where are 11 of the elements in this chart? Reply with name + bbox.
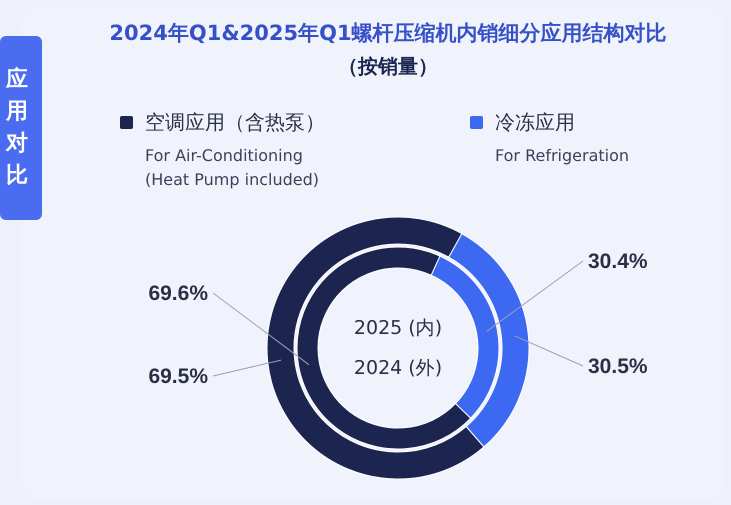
text: 2025 (内) bbox=[354, 317, 442, 339]
chart-subtitle: （按销量） bbox=[338, 54, 438, 78]
data-label: 30.4% bbox=[588, 250, 648, 273]
text: 应用对比 bbox=[5, 66, 28, 188]
chart-title: 2024年Q1&2025年Q1螺杆压缩机内销细分应用结构对比 bbox=[109, 21, 667, 45]
data-label: 30.5% bbox=[588, 355, 648, 378]
data-label: 69.5% bbox=[148, 365, 208, 388]
legend-label: 冷冻应用 For Refrigeration bbox=[495, 110, 630, 165]
text: 2024 (外) bbox=[354, 357, 442, 379]
data-label: 69.6% bbox=[148, 282, 208, 305]
legend-label: 空调应用（含热泵） For Air-Conditioning (Heat Pump included) bbox=[145, 110, 325, 189]
